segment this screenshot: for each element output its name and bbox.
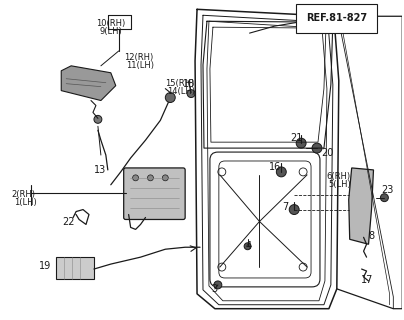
FancyBboxPatch shape (124, 168, 185, 220)
Text: 15(RH): 15(RH) (165, 79, 195, 88)
Polygon shape (349, 168, 374, 244)
Text: 19: 19 (40, 261, 52, 271)
Circle shape (94, 116, 102, 123)
Text: 16: 16 (269, 162, 282, 172)
Circle shape (165, 92, 175, 102)
Text: 1(LH): 1(LH) (14, 198, 36, 207)
Text: 13: 13 (94, 165, 106, 175)
Circle shape (162, 175, 168, 181)
Circle shape (381, 194, 388, 202)
Circle shape (187, 90, 195, 98)
Bar (56, 257, 94, 279)
Text: 17: 17 (361, 275, 373, 285)
Circle shape (289, 204, 299, 214)
Text: 2(RH): 2(RH) (12, 190, 36, 199)
Text: 10(RH): 10(RH) (96, 19, 125, 28)
Text: 18: 18 (183, 79, 196, 89)
Circle shape (276, 167, 286, 177)
Text: 23: 23 (381, 185, 394, 195)
Circle shape (312, 143, 322, 153)
Text: 12(RH): 12(RH) (124, 53, 153, 62)
Text: 7: 7 (282, 202, 288, 212)
Text: 9(LH): 9(LH) (100, 27, 123, 36)
Circle shape (214, 281, 222, 289)
Text: 11(LH): 11(LH) (126, 61, 154, 70)
Text: 22: 22 (62, 218, 75, 228)
Text: 6(RH): 6(RH) (326, 172, 350, 181)
Text: 3: 3 (211, 284, 217, 294)
Text: 14(LH): 14(LH) (167, 87, 195, 96)
Text: 4: 4 (246, 241, 252, 251)
Circle shape (296, 138, 306, 148)
Circle shape (147, 175, 154, 181)
Circle shape (133, 175, 139, 181)
Circle shape (244, 243, 251, 250)
Text: 20: 20 (321, 148, 333, 158)
Text: 21: 21 (290, 133, 303, 143)
Text: REF.81-827: REF.81-827 (306, 13, 367, 23)
Text: 8: 8 (368, 231, 375, 241)
Text: 5(LH): 5(LH) (328, 180, 351, 189)
Polygon shape (61, 66, 116, 100)
